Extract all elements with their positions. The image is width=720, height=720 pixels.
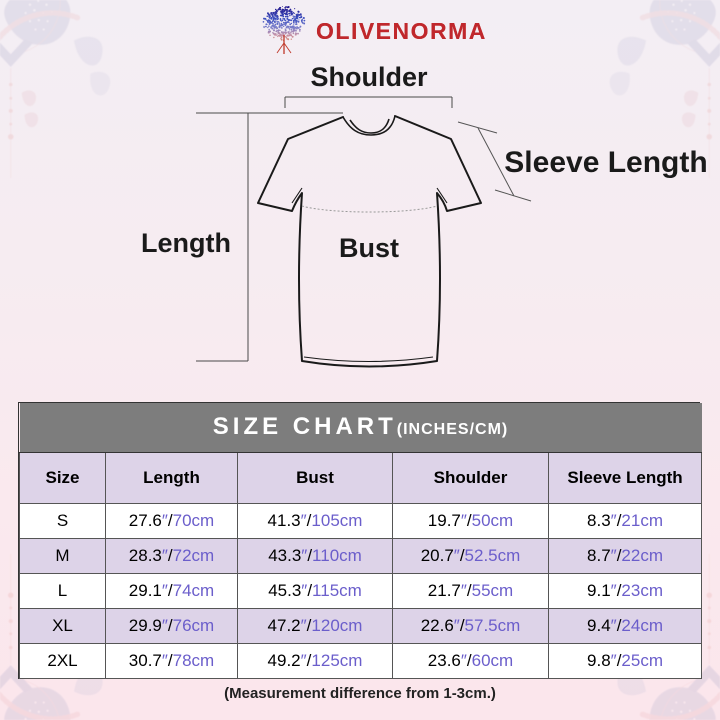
svg-text:Shoulder: Shoulder bbox=[310, 62, 427, 92]
svg-text:Bust: Bust bbox=[339, 233, 399, 263]
svg-text:Sleeve Length: Sleeve Length bbox=[504, 146, 707, 179]
svg-text:Length: Length bbox=[141, 228, 231, 258]
